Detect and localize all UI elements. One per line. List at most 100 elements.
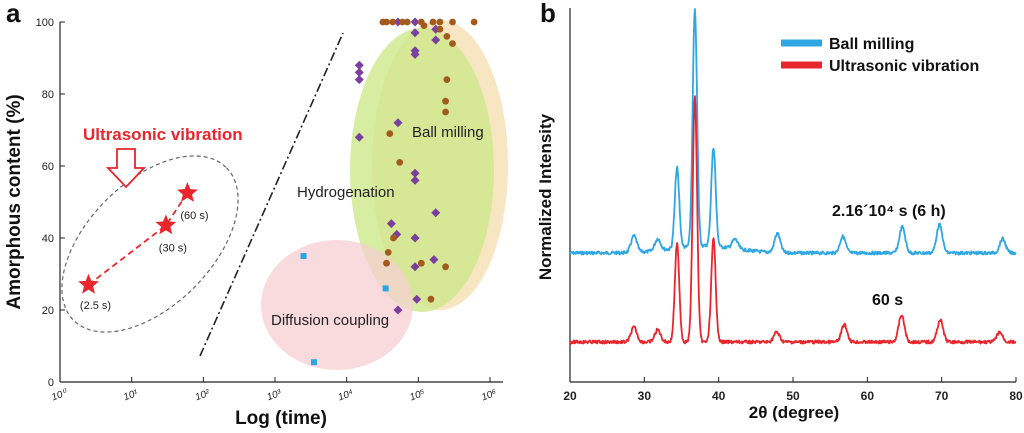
hydrogenation-point xyxy=(442,108,449,116)
hydrogenation-point xyxy=(399,18,406,26)
ultrasonic-star-point xyxy=(177,182,198,202)
ball-milling-point xyxy=(410,168,420,178)
ball-milling-curve xyxy=(569,8,1017,256)
x-ticks: 20 30 40 50 60 70 80 xyxy=(563,377,1023,403)
hydrogenation-point xyxy=(396,159,404,166)
panel-b-curves xyxy=(569,8,1017,345)
panel-b: b 20 30 40 50 60 70 80 2θ (degree) Normalized … xyxy=(536,0,1023,422)
ball-milling-point xyxy=(410,233,420,243)
ball-milling-point xyxy=(431,35,441,45)
hydrogenation-point xyxy=(384,249,392,256)
hydrogenation-point xyxy=(449,18,456,26)
x-tick-label: 40 xyxy=(712,389,726,403)
x-tick-label: 10³ xyxy=(265,388,283,404)
x-tick-label: 10⁴ xyxy=(337,388,355,404)
hydrogenation-point xyxy=(443,33,451,40)
x-tick-label: 10⁵ xyxy=(408,388,426,404)
panel-b-axes: 20 30 40 50 60 70 80 xyxy=(563,8,1023,403)
diffusion-coupling-annotation: Diffusion coupling xyxy=(271,312,389,329)
x-tick-label: 60 xyxy=(861,389,875,403)
ball-milling-point xyxy=(393,118,403,128)
ball-milling-point xyxy=(410,49,420,59)
x-tick-label: 70 xyxy=(935,389,949,403)
y-tick-label: 20 xyxy=(42,305,54,317)
hydrogenation-point xyxy=(403,18,411,26)
ball-milling-point xyxy=(410,17,420,27)
ball-milling-point xyxy=(386,219,396,229)
ball-milling-point xyxy=(354,60,364,70)
ball-milling-point xyxy=(354,67,364,77)
hydrogenation-point xyxy=(436,18,444,26)
hydrogenation-point xyxy=(427,295,435,303)
pink-region xyxy=(261,240,413,370)
hydrogenation-point xyxy=(383,259,390,267)
ultrasonic-star-point xyxy=(78,273,99,294)
ball-milling-point xyxy=(393,305,403,315)
y-tick-label: 40 xyxy=(42,233,54,245)
x-tick-label: 80 xyxy=(1009,389,1023,403)
hydrogenation-point xyxy=(442,263,449,271)
x-axis-label: Log (time) xyxy=(235,408,327,429)
x-tick-label: 10⁶ xyxy=(480,388,498,404)
hydrogenation-point xyxy=(420,22,428,29)
x-axis-label: 2θ (degree) xyxy=(749,403,839,422)
ball-milling-annotation: Ball milling xyxy=(412,124,484,141)
hydrogenation-point xyxy=(442,97,449,105)
hydrogenation-point xyxy=(449,40,456,47)
hydrogenation-point xyxy=(436,25,444,33)
ultrasonic-curve xyxy=(569,95,1017,345)
ball-milling-point xyxy=(412,294,422,304)
diffusion-coupling-point xyxy=(300,253,307,259)
panel-a: a 10⁰ 10¹ 10² 10³ 10⁴ 10⁵ 10⁶ 0 20 40 60 80 100 Log… xyxy=(4,0,508,429)
hydrogenation-point xyxy=(386,130,394,138)
curve-label-ball-milling: 2.16´10⁴ s (6 h) xyxy=(832,203,946,220)
ultrasonic-vibration-annotation: Ultrasonic vibration xyxy=(83,125,243,144)
panel-a-label: a xyxy=(6,0,21,28)
highlight-regions xyxy=(261,20,508,370)
ball-milling-point xyxy=(410,175,420,185)
hydrogenation-annotation: Hydrogenation xyxy=(297,184,395,201)
x-tick-label: 10¹ xyxy=(122,388,140,404)
curve-label-ultrasonic: 60 s xyxy=(872,292,903,309)
green-region xyxy=(350,28,494,312)
x-tick-label: 10² xyxy=(194,388,212,404)
y-tick-label: 100 xyxy=(36,17,54,29)
x-tick-label: 10⁰ xyxy=(50,387,70,403)
ultrasonic-point-label: (2.5 s) xyxy=(80,300,111,312)
ball-milling-point xyxy=(431,208,441,218)
regime-divider-line xyxy=(199,32,344,357)
panel-b-label: b xyxy=(540,0,556,28)
y-tick-label: 0 xyxy=(48,377,54,389)
legend-label-ultrasonic: Ultrasonic vibration xyxy=(829,58,979,75)
x-tick-label: 30 xyxy=(638,389,652,403)
hydrogenation-point xyxy=(470,18,478,26)
ball-milling-point xyxy=(354,75,364,85)
ball-milling-point xyxy=(429,255,439,265)
hydrogenation-point xyxy=(390,234,397,242)
y-tick-label: 80 xyxy=(42,89,54,101)
ultrasonic-star-point xyxy=(155,214,177,235)
legend: Ball milling Ultrasonic vibration xyxy=(781,36,979,75)
x-tick-label: 50 xyxy=(786,389,800,403)
ultrasonic-trend-line xyxy=(87,192,189,286)
ultrasonic-grouping-ellipse xyxy=(61,155,239,333)
down-arrow-icon xyxy=(105,148,147,189)
y-axis-label: Amorphous content (%) xyxy=(4,94,25,309)
y-ticks: 0 20 40 60 80 100 xyxy=(36,17,65,389)
x-ticks: 10⁰ 10¹ 10² 10³ 10⁴ 10⁵ 10⁶ xyxy=(50,377,498,403)
panel-a-axes: 10⁰ 10¹ 10² 10³ 10⁴ 10⁵ 10⁶ 0 20 40 60 80 100 xyxy=(36,17,503,403)
y-axis-label: Normalized Intensity xyxy=(536,113,555,280)
hydrogenation-point xyxy=(417,259,425,267)
ball-milling-point xyxy=(410,28,420,38)
hydrogenation-point xyxy=(389,18,397,26)
x-tick-label: 20 xyxy=(563,389,577,403)
y-tick-label: 60 xyxy=(42,161,54,173)
ball-milling-point xyxy=(354,132,364,142)
diffusion-coupling-point xyxy=(382,285,389,292)
ultrasonic-point-label: (60 s) xyxy=(180,210,208,222)
hydrogenation-point xyxy=(429,18,437,26)
panel-a-markers: (2.5 s) (30 s) (60 s) xyxy=(78,17,478,366)
ball-milling-point xyxy=(410,262,420,272)
hydrogenation-point xyxy=(383,18,390,26)
